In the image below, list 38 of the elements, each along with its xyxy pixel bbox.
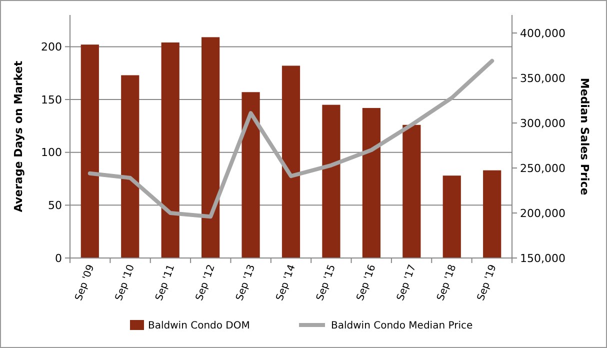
- x-tick-label: Sep '16: [355, 263, 378, 302]
- x-tick-label: Sep '14: [274, 263, 298, 302]
- legend-label: Baldwin Condo DOM: [148, 320, 250, 332]
- y2-axis-title: Median Sales Price: [578, 78, 591, 196]
- line-series: [88, 58, 494, 219]
- y2-tick-label: 350,000: [520, 72, 566, 85]
- x-tick-label: Sep '09: [74, 263, 97, 302]
- bar: [80, 44, 99, 258]
- y-tick-label: 200: [41, 40, 62, 54]
- y-axis-title: Average Days on Market: [12, 60, 25, 212]
- y2-tick-label: 250,000: [520, 162, 566, 175]
- x-tick-label: Sep '12: [194, 263, 218, 302]
- x-tick-label: Sep '17: [395, 263, 418, 302]
- bar: [483, 170, 502, 258]
- bar: [402, 124, 421, 258]
- x-tick-label: Sep '10: [114, 263, 137, 302]
- y-tick-label: 150: [41, 93, 62, 106]
- y-tick-label: 0: [55, 252, 62, 265]
- y-tick-label: 50: [48, 199, 62, 212]
- x-tick-label: Sep '18: [436, 263, 459, 302]
- bar: [121, 75, 140, 258]
- bar: [322, 104, 340, 258]
- y2-tick-label: 400,000: [520, 26, 566, 40]
- bar: [242, 92, 260, 258]
- bar: [442, 176, 461, 258]
- y2-tick-label: 200,000: [520, 206, 566, 220]
- x-tick-label: Sep '15: [314, 263, 338, 302]
- y2-tick-label: 300,000: [520, 116, 566, 130]
- x-tick-label: Sep '19: [476, 263, 499, 302]
- bar: [282, 66, 300, 258]
- bar: [161, 42, 180, 258]
- legend-label: Baldwin Condo Median Price: [331, 320, 473, 332]
- x-tick-label: Sep '13: [234, 263, 258, 302]
- x-tick-label: Sep '11: [154, 263, 178, 302]
- bar: [362, 108, 380, 258]
- bar: [202, 37, 220, 258]
- y2-tick-label: 150,000: [520, 252, 566, 265]
- y-tick-label: 100: [41, 146, 62, 160]
